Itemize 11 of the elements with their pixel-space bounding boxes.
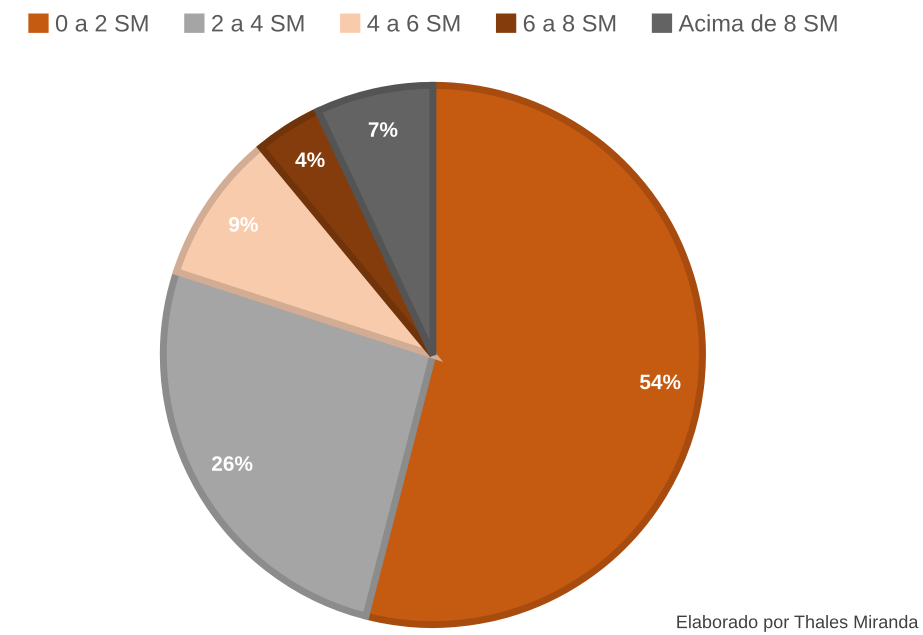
data-label: 54% (640, 374, 681, 390)
legend-label: 2 a 4 SM (212, 14, 304, 32)
data-label: 26% (212, 456, 252, 471)
data-label: 7% (368, 122, 398, 137)
data-label: 9% (229, 217, 258, 232)
legend-label: Acima de 8 SM (678, 14, 837, 32)
legend-label: 6 a 8 SM (524, 14, 616, 32)
text: Elaborado por Thales Miranda (677, 614, 918, 632)
legend-label: 0 a 2 SM (56, 14, 148, 32)
legend-label: 4 a 6 SM (367, 14, 460, 32)
data-label: 4% (295, 152, 325, 168)
